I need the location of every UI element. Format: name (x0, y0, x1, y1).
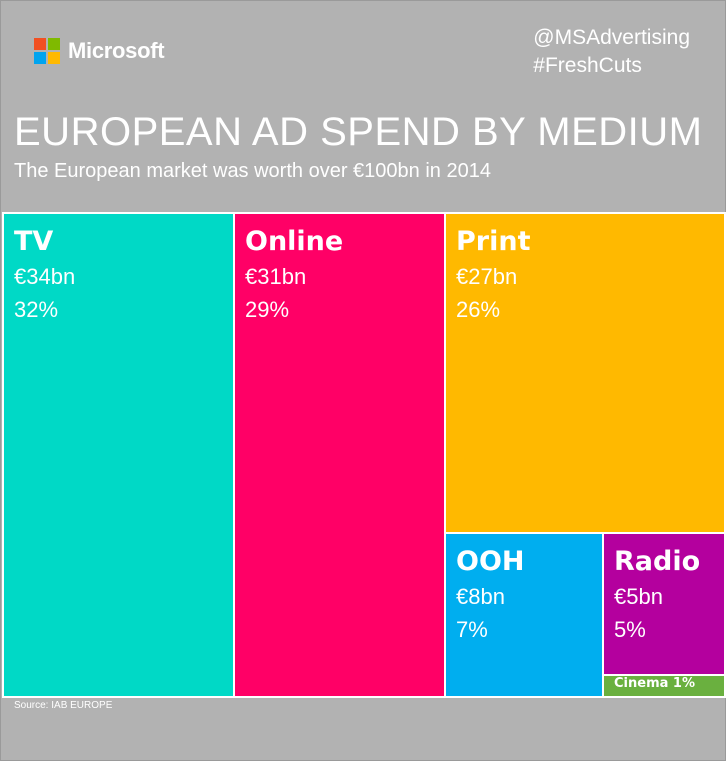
tile-name-label: Cinema 1% (614, 676, 695, 691)
tile-name-label: OOH (456, 546, 525, 577)
tile-ooh: OOH €8bn 7% (444, 532, 604, 698)
tile-name-label: Online (245, 226, 344, 257)
tile-percent-label: 29% (245, 297, 290, 322)
tile-value-label: €27bn (456, 264, 518, 289)
tile-percent-label: 5% (614, 617, 646, 642)
tile-value-label: €5bn (614, 584, 663, 609)
windows-logo-icon (34, 38, 60, 64)
tile-value-label: €8bn (456, 584, 505, 609)
tile-name-label: TV (14, 226, 54, 257)
brand-name: Microsoft (68, 38, 165, 63)
social-handles: @MSAdvertising #FreshCuts (533, 24, 690, 80)
tile-online: Online €31bn 29% (233, 212, 446, 698)
tile-tv: TV €34bn 32% (2, 212, 235, 698)
hashtag[interactable]: #FreshCuts (533, 54, 642, 77)
tile-percent-label: 7% (456, 617, 488, 642)
tile-name-label: Radio (614, 546, 701, 577)
tile-name-label: Print (456, 226, 531, 257)
microsoft-logo: Microsoft (34, 38, 165, 64)
logo-square-blue (34, 52, 46, 64)
logo-square-green (48, 38, 60, 50)
tile-print: Print €27bn 26% (444, 212, 726, 534)
tile-cinema: Cinema 1% (602, 674, 726, 698)
logo-square-red (34, 38, 46, 50)
tile-radio: Radio €5bn 5% (602, 532, 726, 676)
logo-square-yellow (48, 52, 60, 64)
tile-percent-label: 26% (456, 297, 501, 322)
chart-title: EUROPEAN AD SPEND BY MEDIUM (14, 110, 703, 154)
twitter-handle[interactable]: @MSAdvertising (533, 26, 690, 49)
chart-subtitle: The European market was worth over €100b… (14, 160, 491, 182)
tile-percent-label: 32% (14, 297, 59, 322)
tile-value-label: €34bn (14, 264, 76, 289)
tile-value-label: €31bn (245, 264, 307, 289)
source-note: Source: IAB EUROPE (14, 700, 113, 711)
